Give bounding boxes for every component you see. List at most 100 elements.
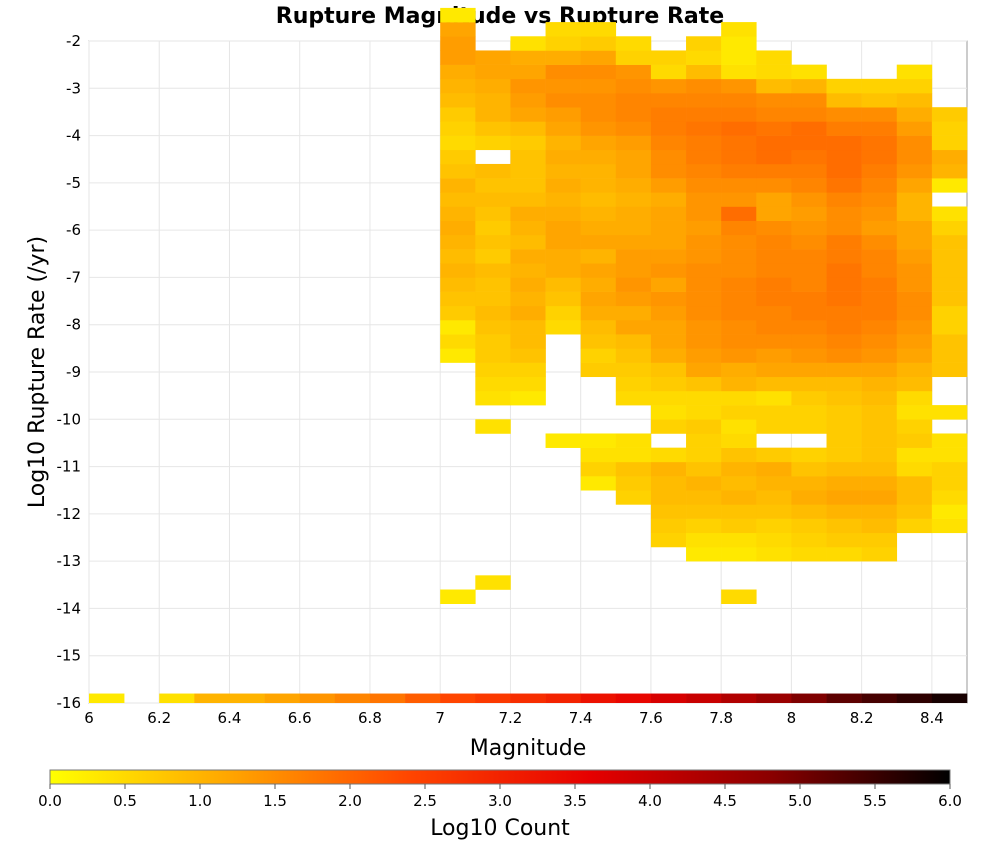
heatmap-cell: [686, 433, 721, 447]
colorbar-tick-label: 3.5: [563, 792, 587, 810]
heatmap-cell: [827, 462, 862, 476]
heatmap-cell: [581, 320, 616, 334]
heatmap-cell: [440, 164, 475, 178]
heatmap-cell: [897, 476, 932, 490]
x-tick-label: 7: [435, 709, 445, 727]
heatmap-cell: [756, 448, 791, 462]
heatmap-cell: [791, 377, 826, 391]
heatmap-cell: [897, 235, 932, 249]
heatmap-cell: [686, 533, 721, 547]
chart-title: Rupture Magnitude vs Rupture Rate: [276, 4, 724, 29]
heatmap-cell: [651, 150, 686, 164]
heatmap-cell: [862, 377, 897, 391]
heatmap-cell: [475, 65, 510, 79]
heatmap-cell: [791, 164, 826, 178]
heatmap-cell: [791, 533, 826, 547]
heatmap-cell: [475, 694, 510, 703]
heatmap-cell: [651, 476, 686, 490]
heatmap-cell: [651, 462, 686, 476]
heatmap-cell: [791, 391, 826, 405]
heatmap-cell: [721, 263, 756, 277]
heatmap-cell: [721, 504, 756, 518]
heatmap-cell: [932, 490, 967, 504]
heatmap-cell: [721, 79, 756, 93]
heatmap-cell: [686, 320, 721, 334]
heatmap-cell: [897, 277, 932, 291]
heatmap-cell: [616, 292, 651, 306]
heatmap-cell: [862, 348, 897, 362]
heatmap-cell: [721, 334, 756, 348]
heatmap-cell: [651, 50, 686, 64]
heatmap-cell: [897, 292, 932, 306]
heatmap-cell: [440, 192, 475, 206]
x-tick-label: 7.8: [709, 709, 733, 727]
heatmap-cell: [546, 694, 581, 703]
heatmap-cell: [546, 164, 581, 178]
heatmap-cell: [827, 694, 862, 703]
heatmap-cell: [862, 476, 897, 490]
heatmap-cell: [475, 192, 510, 206]
heatmap-cell: [791, 79, 826, 93]
heatmap-cell: [686, 107, 721, 121]
heatmap-cell: [581, 433, 616, 447]
heatmap-cell: [756, 221, 791, 235]
heatmap-cell: [827, 448, 862, 462]
heatmap-cell: [440, 8, 475, 22]
heatmap-cell: [686, 50, 721, 64]
heatmap-cell: [827, 490, 862, 504]
heatmap-cell: [546, 93, 581, 107]
heatmap-cell: [194, 694, 229, 703]
heatmap-cell: [932, 249, 967, 263]
heatmap-cell: [440, 694, 475, 703]
heatmap-cell: [440, 121, 475, 135]
heatmap-cell: [616, 433, 651, 447]
heatmap-cell: [932, 263, 967, 277]
heatmap-cell: [721, 207, 756, 221]
heatmap-cell: [475, 235, 510, 249]
heatmap-cell: [686, 363, 721, 377]
heatmap-cell: [616, 476, 651, 490]
heatmap-cell: [827, 377, 862, 391]
heatmap-cell: [581, 65, 616, 79]
heatmap-cell: [791, 405, 826, 419]
heatmap-cell: [686, 348, 721, 362]
heatmap-cell: [440, 36, 475, 50]
heatmap-cell: [862, 533, 897, 547]
heatmap-cell: [862, 462, 897, 476]
heatmap-cell: [651, 136, 686, 150]
heatmap-cell: [686, 65, 721, 79]
heatmap-cell: [651, 519, 686, 533]
heatmap-cell: [616, 150, 651, 164]
heatmap-cell: [581, 263, 616, 277]
heatmap-cell: [791, 107, 826, 121]
heatmap-cell: [651, 93, 686, 107]
heatmap-cell: [651, 178, 686, 192]
colorbar-tick-label: 2.5: [413, 792, 437, 810]
heatmap-cell: [791, 334, 826, 348]
x-tick-label: 6: [84, 709, 94, 727]
heatmap-cell: [581, 348, 616, 362]
heatmap-cell: [440, 178, 475, 192]
heatmap-cell: [827, 150, 862, 164]
heatmap-cell: [756, 391, 791, 405]
heatmap-cell: [546, 121, 581, 135]
heatmap-cell: [791, 363, 826, 377]
heatmap-cell: [475, 178, 510, 192]
heatmap-cell: [721, 150, 756, 164]
heatmap-cell: [756, 79, 791, 93]
heatmap-cell: [475, 207, 510, 221]
heatmap-cell: [510, 221, 545, 235]
heatmap-cell: [405, 694, 440, 703]
heatmap-cell: [475, 263, 510, 277]
heatmap-cell: [440, 320, 475, 334]
heatmap-cell: [932, 207, 967, 221]
heatmap-cell: [897, 391, 932, 405]
heatmap-cell: [897, 462, 932, 476]
heatmap-cell: [546, 292, 581, 306]
heatmap-cell: [756, 249, 791, 263]
heatmap-cell: [791, 121, 826, 135]
heatmap-cell: [440, 292, 475, 306]
heatmap-cell: [616, 363, 651, 377]
heatmap-cell: [616, 93, 651, 107]
y-tick-label: -12: [57, 505, 82, 523]
